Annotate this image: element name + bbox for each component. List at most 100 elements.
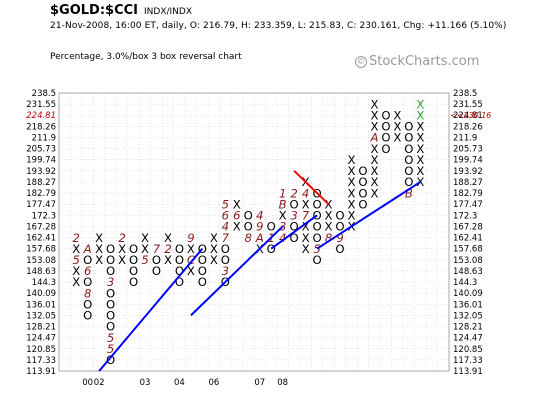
o-mark: O — [106, 264, 115, 278]
o-mark: O — [312, 253, 321, 267]
month-marker: C — [187, 253, 196, 267]
o-mark: O — [129, 275, 138, 289]
y-tick-label-right: 120.85 — [453, 345, 483, 355]
y-tick-label-left: 193.92 — [26, 167, 56, 177]
month-marker: 6 — [84, 264, 91, 278]
x-mark: X — [370, 153, 378, 167]
y-tick-label-left: 172.3 — [32, 211, 56, 221]
o-mark: O — [404, 142, 413, 156]
x-mark: X — [348, 164, 356, 178]
y-tick-label-left: 231.55 — [26, 100, 56, 110]
o-mark: O — [335, 220, 344, 234]
y-tick-label-left: 211.9 — [32, 133, 56, 143]
month-marker: A — [83, 242, 92, 256]
y-tick-label-left: 128.21 — [26, 323, 56, 333]
o-mark: O — [106, 320, 115, 334]
month-marker: 7 — [153, 242, 161, 256]
y-tick-label-left: 199.74 — [26, 156, 56, 166]
y-tick-label-right: 231.55 — [453, 100, 483, 110]
month-marker: 5 — [141, 253, 148, 267]
x-mark: X — [348, 186, 356, 200]
y-tick-label-right: 162.41 — [453, 234, 483, 244]
y-tick-label-right: 117.33 — [453, 356, 483, 366]
month-marker: B — [279, 197, 287, 211]
month-marker: 2 — [118, 231, 125, 245]
y-tick-label-left: 238.5 — [32, 89, 56, 99]
month-marker: 4 — [222, 220, 229, 234]
month-marker: 2 — [72, 231, 79, 245]
y-tick-label-right: 132.05 — [453, 311, 483, 321]
x-mark: X — [393, 108, 401, 122]
plot-frame — [58, 92, 450, 372]
o-mark: O — [83, 297, 92, 311]
month-marker: 8 — [84, 286, 91, 300]
o-mark: O — [244, 220, 253, 234]
exchange: INDX/INDX — [144, 7, 193, 17]
chart-title: $GOLD:$CCI INDX/INDX — [50, 3, 192, 18]
month-marker: 5 — [107, 342, 114, 356]
o-mark: O — [106, 297, 115, 311]
x-mark: X — [302, 197, 310, 211]
y-tick-label-right: 136.01 — [453, 300, 483, 310]
o-mark: O — [404, 120, 413, 134]
x-mark: X — [416, 142, 424, 156]
x-mark: X — [370, 175, 378, 189]
x-mark: X — [302, 231, 310, 245]
x-mark: X — [325, 209, 333, 223]
o-mark: O — [290, 220, 299, 234]
o-mark: O — [175, 242, 184, 256]
x-mark: X — [187, 242, 195, 256]
month-marker: 3 — [290, 209, 297, 223]
y-tick-label-left: 144.3 — [32, 278, 56, 288]
x-mark: X — [118, 242, 126, 256]
y-tick-label-left: 218.26 — [26, 122, 56, 132]
y-tick-label-left: 167.28 — [26, 222, 56, 232]
o-mark: O — [404, 175, 413, 189]
y-tick-label-right: 172.3 — [453, 211, 477, 221]
x-mark: X — [370, 164, 378, 178]
x-tick-label: 04 — [174, 378, 185, 388]
y-tick-label-right: 128.21 — [453, 323, 483, 333]
o-mark: O — [244, 209, 253, 223]
o-mark: O — [404, 153, 413, 167]
x-mark: X — [141, 231, 149, 245]
y-tick-label-left: 120.85 — [26, 345, 56, 355]
month-marker: 1 — [279, 186, 286, 200]
month-marker: 9 — [336, 231, 343, 245]
month-marker: 2 — [290, 186, 297, 200]
y-tick-label-right: 218.26 — [453, 122, 483, 132]
x-mark: X — [370, 186, 378, 200]
x-mark: X — [416, 120, 424, 134]
o-mark: O — [267, 242, 276, 256]
x-mark: X — [370, 120, 378, 134]
x-mark: X — [210, 253, 218, 267]
x-mark: X — [348, 175, 356, 189]
x-mark: X — [210, 242, 218, 256]
x-mark: X — [370, 97, 378, 111]
month-marker: 7 — [222, 231, 230, 245]
y-tick-label-right: 211.9 — [453, 133, 477, 143]
x-mark: X — [325, 197, 333, 211]
month-marker: 6 — [233, 209, 240, 223]
o-mark: O — [404, 131, 413, 145]
month-marker: 9 — [187, 231, 194, 245]
y-tick-label-right: 193.92 — [453, 167, 483, 177]
o-mark: O — [335, 242, 344, 256]
y-tick-label-left: 157.68 — [26, 245, 56, 255]
x-tick-label: 08 — [277, 378, 288, 388]
x-mark: X — [302, 220, 310, 234]
y-tick-label-left: 188.27 — [26, 178, 56, 188]
y-tick-label-right: 148.63 — [453, 267, 483, 277]
month-marker: 9 — [256, 220, 263, 234]
x-mark: X — [370, 142, 378, 156]
month-marker: 5 — [313, 242, 320, 256]
y-tick-label-left: 177.47 — [26, 200, 56, 210]
copyright-icon: © — [355, 56, 367, 68]
x-mark: X — [393, 120, 401, 134]
o-mark: O — [106, 242, 115, 256]
x-tick-label: 07 — [254, 378, 265, 388]
o-mark: O — [381, 142, 390, 156]
o-mark: O — [290, 197, 299, 211]
